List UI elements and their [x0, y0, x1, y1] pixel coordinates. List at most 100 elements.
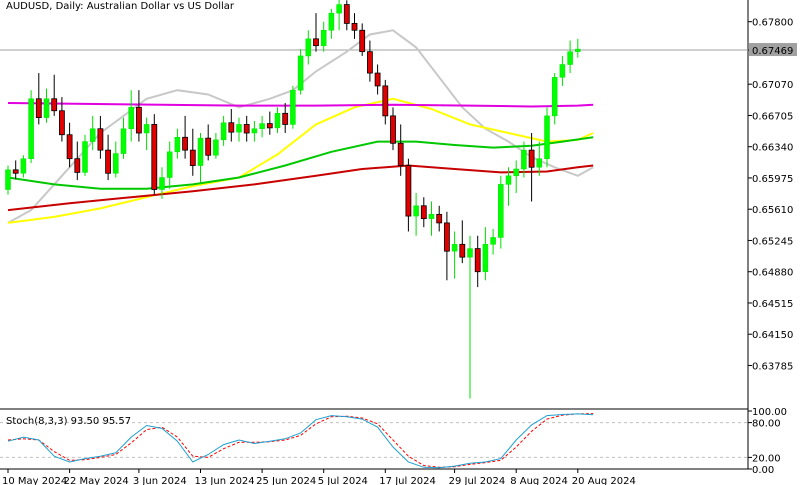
candles[interactable] [5, 0, 581, 399]
candle[interactable] [459, 220, 466, 264]
candle[interactable] [189, 128, 196, 176]
candle[interactable] [505, 167, 512, 206]
stoch-tick-label: 100.00 [752, 407, 787, 418]
candle[interactable] [467, 235, 473, 399]
candle[interactable] [166, 141, 173, 189]
candle[interactable] [259, 115, 265, 138]
candle[interactable] [428, 201, 435, 236]
candle[interactable] [143, 117, 150, 151]
candle[interactable] [313, 13, 319, 52]
candle[interactable] [567, 40, 573, 74]
candle[interactable] [413, 192, 419, 236]
candle[interactable] [536, 141, 543, 176]
candle[interactable] [513, 160, 519, 193]
candle[interactable] [43, 88, 50, 123]
moving-average-line [7, 136, 594, 190]
candle[interactable] [397, 124, 404, 176]
candle[interactable] [120, 117, 127, 159]
candle[interactable] [474, 235, 481, 288]
candle-body-up [143, 124, 150, 134]
candle-body-up [297, 55, 304, 91]
candle[interactable] [243, 115, 250, 142]
candle[interactable] [366, 40, 373, 82]
candle[interactable] [420, 197, 427, 228]
candle[interactable] [282, 103, 289, 134]
price-tick-label: 0.65610 [752, 205, 793, 216]
candle[interactable] [228, 109, 235, 142]
candle[interactable] [390, 107, 396, 151]
candle[interactable] [197, 133, 204, 185]
candle[interactable] [66, 122, 73, 168]
candle-body-down [474, 248, 481, 273]
candle-body-up [551, 77, 558, 117]
candle[interactable] [213, 133, 219, 159]
candle[interactable] [351, 13, 358, 39]
candle[interactable] [274, 107, 281, 134]
time-tick-label: 10 May 2024 [2, 476, 67, 485]
candle-body-down [105, 149, 111, 174]
candle[interactable] [290, 85, 296, 129]
candle[interactable] [51, 74, 58, 116]
candle[interactable] [498, 175, 504, 249]
candle[interactable] [236, 117, 242, 142]
candle-body-up [413, 205, 419, 217]
candle[interactable] [343, 0, 350, 31]
candle[interactable] [205, 124, 212, 161]
candle[interactable] [382, 79, 389, 125]
candle[interactable] [575, 38, 581, 58]
candle[interactable] [490, 228, 496, 255]
candle[interactable] [305, 30, 312, 65]
candle-body-down [189, 149, 196, 166]
candle[interactable] [128, 90, 134, 142]
candle[interactable] [482, 227, 489, 281]
time-tick-label: 25 Jun 2024 [256, 476, 316, 485]
candle[interactable] [97, 115, 104, 159]
candle-body-up [20, 158, 27, 174]
candle-body-down [351, 23, 358, 31]
price-tick-label: 0.64150 [752, 330, 793, 341]
candle[interactable] [551, 73, 558, 125]
candle[interactable] [82, 134, 88, 176]
candle[interactable] [559, 55, 566, 86]
candle-body-up [428, 214, 435, 219]
candle[interactable] [544, 107, 550, 168]
candle[interactable] [336, 0, 342, 31]
candle[interactable] [74, 141, 81, 181]
candle[interactable] [113, 141, 119, 178]
candle[interactable] [297, 49, 304, 95]
candle[interactable] [159, 167, 165, 199]
candle[interactable] [528, 133, 535, 202]
candle[interactable] [59, 97, 65, 142]
candle[interactable] [405, 158, 412, 232]
candle[interactable] [374, 64, 381, 95]
stoch-main-line [7, 413, 594, 469]
candle[interactable] [89, 115, 96, 151]
candle[interactable] [251, 121, 258, 142]
candle[interactable] [151, 114, 158, 195]
candle[interactable] [359, 23, 366, 56]
candle[interactable] [451, 231, 458, 279]
candle[interactable] [320, 21, 327, 52]
candle[interactable] [443, 211, 450, 281]
candle[interactable] [266, 111, 273, 135]
candle[interactable] [521, 141, 527, 178]
candle[interactable] [135, 90, 142, 142]
candle[interactable] [20, 155, 27, 178]
candle[interactable] [182, 115, 189, 159]
candle[interactable] [220, 115, 227, 146]
candle[interactable] [5, 165, 11, 195]
stoch-label: Stoch(8,3,3) 93.50 95.57 [6, 416, 131, 427]
candle[interactable] [328, 8, 335, 39]
candle-body-up [89, 128, 96, 142]
candle-body-down [397, 142, 404, 166]
candle[interactable] [35, 73, 42, 125]
candle[interactable] [28, 90, 34, 163]
candle-body-down [459, 243, 466, 258]
candle[interactable] [105, 134, 111, 181]
candle[interactable] [12, 160, 19, 180]
candle[interactable] [174, 128, 181, 159]
candle[interactable] [436, 205, 443, 232]
